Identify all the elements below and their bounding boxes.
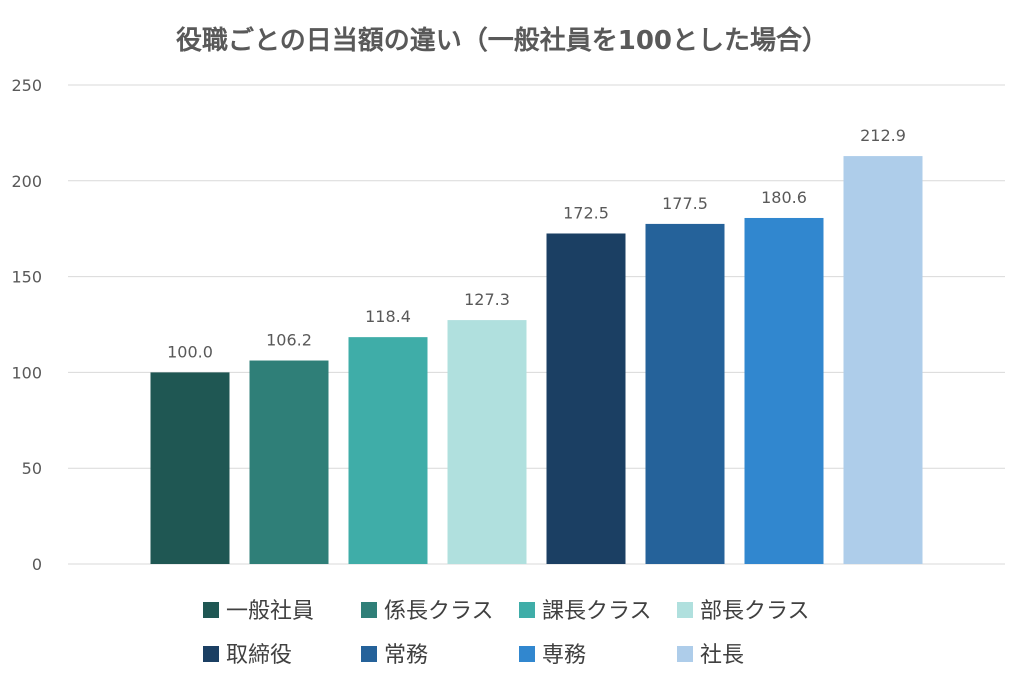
y-tick-label: 250 <box>11 76 42 95</box>
bar <box>645 223 725 564</box>
legend-label: 取締役 <box>226 643 292 668</box>
bar <box>447 320 527 564</box>
data-label: 127.3 <box>464 290 510 309</box>
data-labels: 100.0 106.2 118.4 127.3 172.5 177.5 180.6 212.9 <box>167 126 906 361</box>
legend-label: 常務 <box>384 643 428 668</box>
legend-label: 専務 <box>542 643 586 668</box>
legend-item: 取締役 <box>203 643 292 668</box>
bar <box>744 217 824 564</box>
data-label: 106.2 <box>266 331 312 350</box>
data-label: 180.6 <box>761 188 807 207</box>
legend-item: 課長クラス <box>519 599 652 624</box>
legend-label: 部長クラス <box>700 599 810 624</box>
legend-swatch <box>677 602 693 618</box>
legend-swatch <box>361 646 377 662</box>
legend-swatch <box>677 646 693 662</box>
data-label: 118.4 <box>365 307 411 326</box>
legend-label: 係長クラス <box>384 599 494 624</box>
legend-item: 常務 <box>361 643 428 668</box>
y-axis: 0 50 100 150 200 250 <box>11 76 42 574</box>
bar <box>348 337 428 564</box>
data-label: 100.0 <box>167 342 213 361</box>
legend-item: 社長 <box>677 643 744 668</box>
legend-swatch <box>203 602 219 618</box>
legend-swatch <box>519 602 535 618</box>
legend-swatch <box>361 602 377 618</box>
bar <box>249 360 329 564</box>
y-tick-label: 100 <box>11 363 42 382</box>
legend-swatch <box>203 646 219 662</box>
legend-item: 係長クラス <box>361 599 494 624</box>
legend-label: 課長クラス <box>542 599 652 624</box>
data-label: 212.9 <box>860 126 906 145</box>
y-tick-label: 50 <box>22 459 42 478</box>
legend-swatch <box>519 646 535 662</box>
bars <box>150 156 923 565</box>
bar <box>546 233 626 565</box>
legend-item: 専務 <box>519 643 586 668</box>
legend-label: 一般社員 <box>226 599 314 624</box>
bar <box>843 156 923 564</box>
bar <box>150 372 230 564</box>
y-tick-label: 150 <box>11 268 42 287</box>
legend-label: 社長 <box>700 643 744 668</box>
legend-item: 部長クラス <box>677 599 810 624</box>
data-label: 177.5 <box>662 194 708 213</box>
data-label: 172.5 <box>563 203 609 222</box>
chart-title: 役職ごとの日当額の違い（一般社員を100とした場合） <box>176 25 828 56</box>
y-tick-label: 200 <box>11 172 42 191</box>
legend-item: 一般社員 <box>203 599 314 624</box>
y-tick-label: 0 <box>32 555 42 574</box>
